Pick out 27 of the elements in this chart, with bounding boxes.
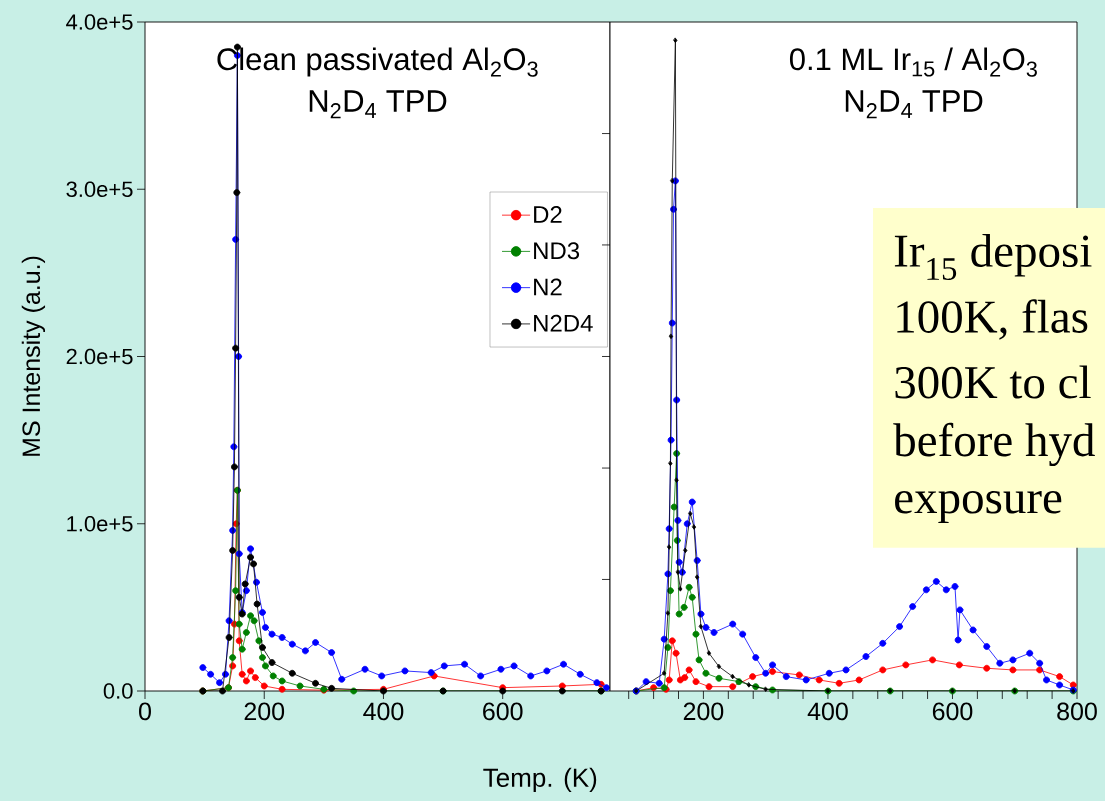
x-tick-label: 0 bbox=[139, 702, 151, 721]
text: N$_{2}$D$_{4}$ TPD bbox=[845, 90, 983, 119]
y-tick-label: 4.0e+5 bbox=[66, 14, 133, 30]
legend-label: D2 bbox=[534, 206, 562, 223]
x-tick-label: 800 bbox=[1057, 702, 1097, 721]
legend-label: N2D4 bbox=[534, 314, 593, 332]
x-tick-label: 600 bbox=[932, 702, 973, 721]
text: 0.1 ML Ir$_{15}$ / Al$_{2}$O$_{3}$ bbox=[789, 47, 1037, 77]
annotation: exposure bbox=[895, 490, 1062, 524]
y-tick-label: 0.0 bbox=[103, 683, 133, 699]
x-axis-title: Temp. (K) bbox=[483, 767, 597, 793]
x-tick-label: 600 bbox=[483, 702, 523, 721]
legend-label: N2 bbox=[534, 278, 562, 296]
x-tick-label: 200 bbox=[683, 702, 724, 721]
y-tick-label: 3.0e+5 bbox=[66, 181, 133, 198]
legend-label: ND3 bbox=[534, 242, 580, 260]
x-tick-label: 200 bbox=[244, 702, 285, 721]
annotation: 100K, flas bbox=[897, 299, 1088, 340]
y-tick-label: 2.0e+5 bbox=[66, 348, 133, 365]
x-tick-label: 400 bbox=[807, 702, 848, 721]
annotation: 300K to cl bbox=[895, 365, 1091, 399]
x-tick-label: 400 bbox=[363, 702, 404, 721]
y-tick-label: 1.0e+5 bbox=[67, 515, 133, 532]
annotation: before hyd bbox=[893, 422, 1095, 467]
y-axis-title: MS Intensity (a.u.) bbox=[21, 256, 46, 456]
text: N$_{2}$D$_{4}$ TPD bbox=[309, 90, 447, 119]
annotation: Ir$_{15}$ deposi bbox=[894, 233, 1092, 281]
